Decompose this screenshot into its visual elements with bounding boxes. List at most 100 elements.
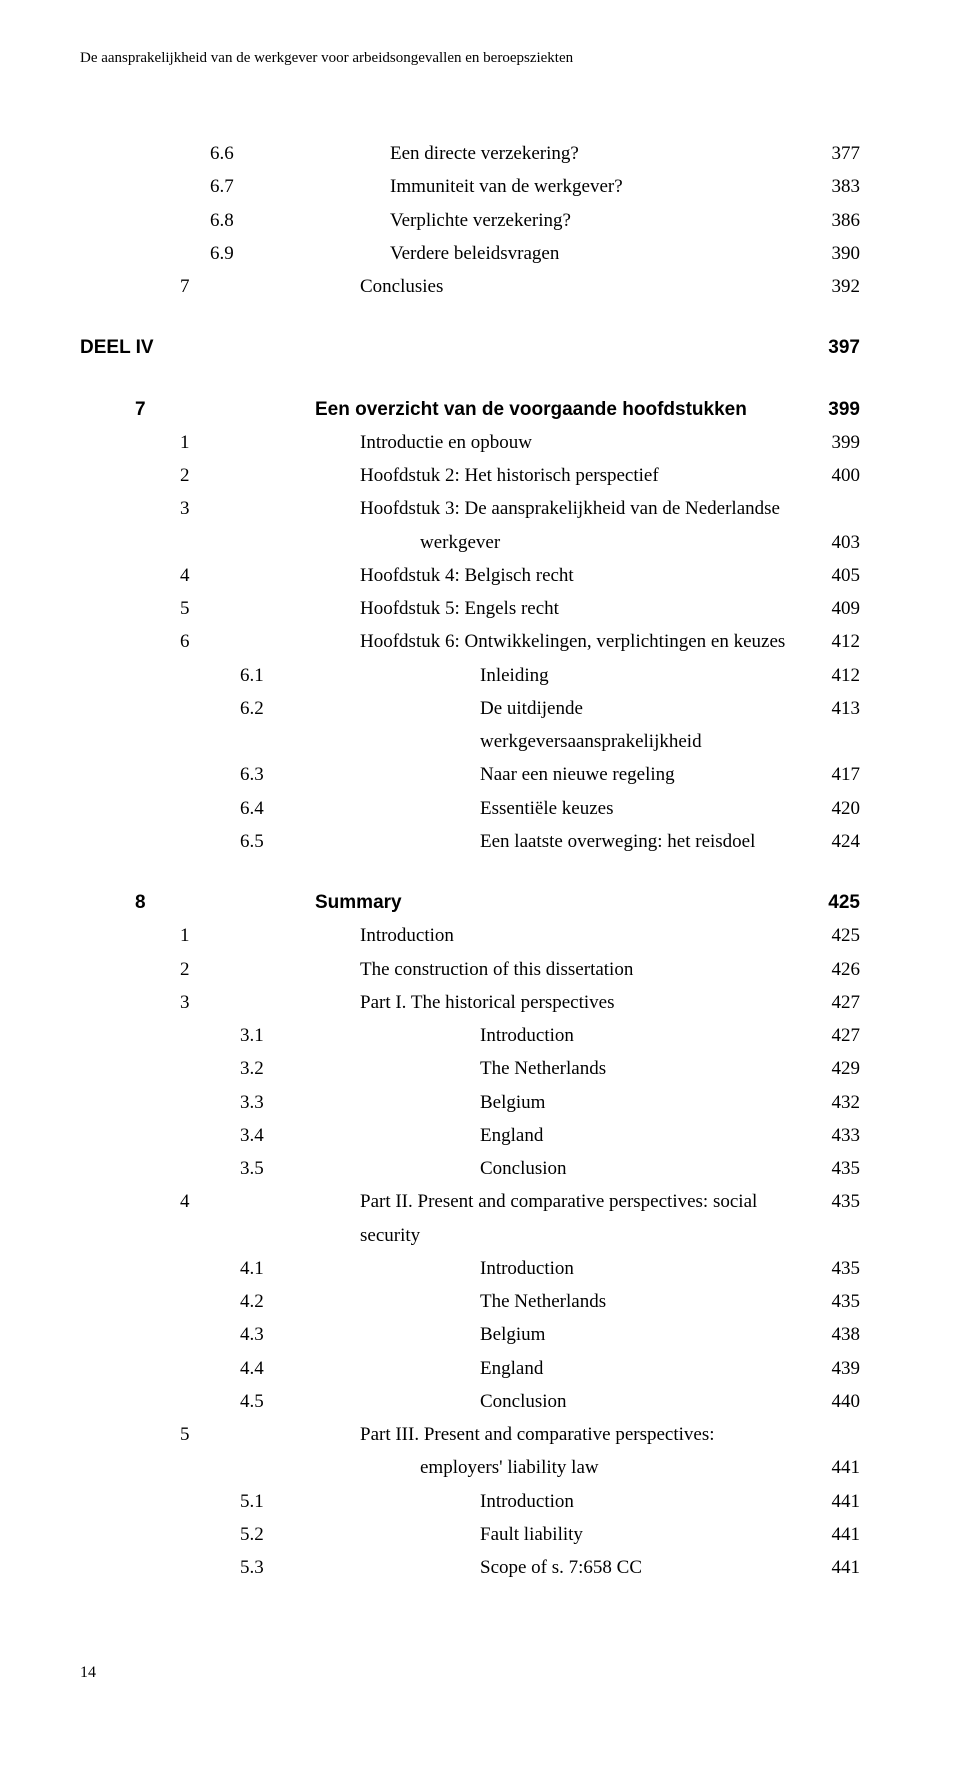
toc-line: 3Hoofdstuk 3: De aansprakelijkheid van d… <box>80 492 860 525</box>
toc-line: werkgever403 <box>80 526 860 559</box>
toc-title: Conclusion <box>480 1385 800 1418</box>
toc-title: Conclusies <box>360 270 800 303</box>
toc-line: 2The construction of this dissertation42… <box>80 953 860 986</box>
toc-number: 5 <box>80 1418 360 1451</box>
page-number: 14 <box>80 1664 860 1682</box>
toc-title: Introductie en opbouw <box>360 426 800 459</box>
toc-line: 3.2The Netherlands429 <box>80 1052 860 1085</box>
toc-page: 420 <box>800 792 860 825</box>
toc-title: De uitdijende werkgeversaansprakelijkhei… <box>480 692 800 759</box>
toc-title: Een overzicht van de voorgaande hoofdstu… <box>315 393 800 426</box>
toc-number: 3.3 <box>80 1086 480 1119</box>
toc-number: 5.3 <box>80 1551 480 1584</box>
toc-title: The construction of this dissertation <box>360 953 800 986</box>
toc-line: 1Introduction425 <box>80 919 860 952</box>
toc-title: Een directe verzekering? <box>390 137 800 170</box>
toc-title: Verdere beleidsvragen <box>390 237 800 270</box>
toc-page: 441 <box>800 1485 860 1518</box>
toc-page: 435 <box>800 1152 860 1185</box>
toc-number: 3.4 <box>80 1119 480 1152</box>
toc-page: 383 <box>800 170 860 203</box>
toc-line: 6.1Inleiding412 <box>80 659 860 692</box>
toc-title: England <box>480 1352 800 1385</box>
toc-line: 4.2The Netherlands435 <box>80 1285 860 1318</box>
toc-line: 4.5Conclusion440 <box>80 1385 860 1418</box>
toc-title: employers' liability law <box>420 1451 800 1484</box>
table-of-contents: 6.6Een directe verzekering?3776.7Immunit… <box>80 137 860 1584</box>
page: De aansprakelijkheid van de werkgever vo… <box>0 0 960 1732</box>
toc-page: 413 <box>800 692 860 725</box>
toc-line: 5.3Scope of s. 7:658 CC441 <box>80 1551 860 1584</box>
toc-number: 4 <box>80 1185 360 1218</box>
toc-page: 441 <box>800 1551 860 1584</box>
toc-page: 438 <box>800 1318 860 1351</box>
toc-number: 3 <box>80 492 360 525</box>
toc-number: 8 <box>80 886 315 919</box>
toc-line: 4Hoofdstuk 4: Belgisch recht405 <box>80 559 860 592</box>
toc-number: 3 <box>80 986 360 1019</box>
toc-line: 6.9Verdere beleidsvragen390 <box>80 237 860 270</box>
toc-page: 440 <box>800 1385 860 1418</box>
toc-line: 1Introductie en opbouw399 <box>80 426 860 459</box>
toc-title: Part I. The historical perspectives <box>360 986 800 1019</box>
toc-number: 5 <box>80 592 360 625</box>
toc-page: 390 <box>800 237 860 270</box>
toc-line: 6Hoofdstuk 6: Ontwikkelingen, verplichti… <box>80 625 860 658</box>
toc-page: 377 <box>800 137 860 170</box>
toc-page: 425 <box>800 886 860 919</box>
toc-number: 4 <box>80 559 360 592</box>
toc-number: 3.1 <box>80 1019 480 1052</box>
toc-number: 2 <box>80 953 360 986</box>
toc-number: 6 <box>80 625 360 658</box>
toc-title: Conclusion <box>480 1152 800 1185</box>
toc-title: Verplichte verzekering? <box>390 204 800 237</box>
toc-title: Naar een nieuwe regeling <box>480 758 800 791</box>
toc-line: 3Part I. The historical perspectives427 <box>80 986 860 1019</box>
toc-page: 397 <box>800 331 860 364</box>
toc-page: 392 <box>800 270 860 303</box>
toc-number: 6.6 <box>80 137 390 170</box>
running-head: De aansprakelijkheid van de werkgever vo… <box>80 50 860 67</box>
toc-title: The Netherlands <box>480 1285 800 1318</box>
toc-spacer <box>80 365 860 393</box>
toc-number: 3.2 <box>80 1052 480 1085</box>
toc-title: Introduction <box>480 1252 800 1285</box>
toc-page: 435 <box>800 1285 860 1318</box>
toc-title: Fault liability <box>480 1518 800 1551</box>
toc-spacer <box>80 858 860 886</box>
toc-title: Part II. Present and comparative perspec… <box>360 1185 800 1252</box>
toc-line: 3.3Belgium432 <box>80 1086 860 1119</box>
toc-page: 435 <box>800 1252 860 1285</box>
toc-title: Summary <box>315 886 800 919</box>
toc-number: 1 <box>80 919 360 952</box>
toc-line: 4.3Belgium438 <box>80 1318 860 1351</box>
toc-line: 6.2De uitdijende werkgeversaansprakelijk… <box>80 692 860 759</box>
toc-number: 7 <box>80 393 315 426</box>
toc-title: Introduction <box>360 919 800 952</box>
toc-number: 6.8 <box>80 204 390 237</box>
toc-number: 4.2 <box>80 1285 480 1318</box>
toc-page: 412 <box>800 659 860 692</box>
toc-number: 4.5 <box>80 1385 480 1418</box>
toc-title: Scope of s. 7:658 CC <box>480 1551 800 1584</box>
toc-page: 439 <box>800 1352 860 1385</box>
toc-line: 8Summary425 <box>80 886 860 919</box>
toc-page: 424 <box>800 825 860 858</box>
toc-line: 4.1Introduction435 <box>80 1252 860 1285</box>
toc-page: 417 <box>800 758 860 791</box>
toc-page: 435 <box>800 1185 860 1218</box>
toc-number: 4.4 <box>80 1352 480 1385</box>
toc-number: 4.3 <box>80 1318 480 1351</box>
toc-number: 6.9 <box>80 237 390 270</box>
toc-page: 427 <box>800 986 860 1019</box>
toc-number: 6.7 <box>80 170 390 203</box>
toc-page: 400 <box>800 459 860 492</box>
toc-number: 3.5 <box>80 1152 480 1185</box>
toc-number: 4.1 <box>80 1252 480 1285</box>
toc-line: 6.5Een laatste overweging: het reisdoel4… <box>80 825 860 858</box>
toc-line: 5Hoofdstuk 5: Engels recht409 <box>80 592 860 625</box>
toc-title: werkgever <box>420 526 800 559</box>
toc-number: 6.1 <box>80 659 480 692</box>
toc-line: 5.1Introduction441 <box>80 1485 860 1518</box>
toc-title: Part III. Present and comparative perspe… <box>360 1418 800 1451</box>
